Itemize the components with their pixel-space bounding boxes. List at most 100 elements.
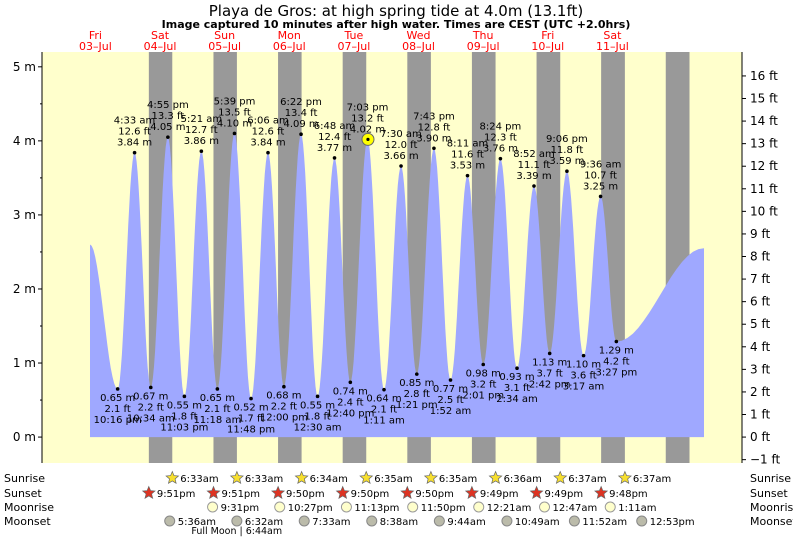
date-label: 04–Jul (144, 40, 177, 53)
sunset-time: 9:51pm (157, 489, 196, 500)
moonset-time: 8:38am (380, 517, 418, 528)
low-tide-height-m: 0.85 m (399, 378, 434, 389)
low-tide-height-m: 0.68 m (266, 391, 301, 402)
low-tide-height-ft: 4.2 ft (603, 357, 629, 368)
date-label: 03–Jul (79, 40, 112, 53)
low-tide-time: 2:01 pm (462, 391, 504, 402)
day-of-week-label: Sat (151, 29, 170, 42)
sunrise-time: 6:33am (180, 474, 218, 485)
chart-subtitle: Image captured 10 minutes after high wat… (162, 18, 631, 31)
sunrise-icon (294, 470, 309, 485)
high-tide-height-ft: 13.5 ft (218, 107, 251, 118)
moonset-icon (636, 515, 648, 527)
low-tide-point (315, 394, 320, 399)
right-axis-tick-label: 10 ft (750, 204, 778, 218)
low-tide-time: 12:00 pm (260, 413, 308, 424)
low-tide-height-m: 0.55 m (300, 400, 335, 411)
full-moon-label: Full Moon | 6:44am (191, 526, 282, 537)
moonset-icon (568, 515, 580, 527)
low-tide-height-ft: 2.4 ft (337, 397, 363, 408)
sunset-time: 9:50pm (351, 489, 390, 500)
moonrise-time: 9:31pm (221, 503, 260, 514)
high-tide-time: 6:06 am (247, 116, 289, 127)
low-tide-time: 1:21 pm (396, 400, 438, 411)
moonrise-time: 12:21am (487, 503, 532, 514)
right-axis-tick-label: 13 ft (750, 137, 778, 151)
sunrise-time: 6:35am (374, 474, 412, 485)
low-tide-point (215, 387, 220, 391)
day-of-week-label: Fri (541, 29, 554, 42)
plot-area (42, 52, 742, 463)
low-tide-time: 10:34 am (127, 413, 175, 424)
right-axis-tick-label: 9 ft (750, 227, 770, 241)
low-tide-point (249, 396, 253, 401)
sunset-row-label-right: Sunset (750, 487, 788, 500)
date-label: 09–Jul (467, 40, 500, 53)
moonrise-time: 11:13pm (354, 503, 399, 514)
low-tide-height-ft: 2.1 ft (371, 405, 397, 416)
low-tide-time: 11:18 am (193, 415, 241, 426)
right-axis-tick-label: 2 ft (750, 385, 770, 399)
high-tide-height-ft: 11.6 ft (451, 150, 484, 161)
low-tide-point (515, 366, 519, 371)
high-tide-time: 4:55 pm (147, 100, 189, 111)
sunrise-icon (359, 470, 374, 485)
high-tide-time: 7:30 am (380, 129, 422, 140)
high-tide-time: 6:48 am (314, 121, 356, 132)
moonset-time: 11:52am (582, 517, 627, 528)
moonset-icon (231, 515, 243, 527)
day-of-week-label: Fri (89, 29, 102, 42)
date-label: 06–Jul (273, 40, 306, 53)
right-axis-tick-label: 16 ft (750, 69, 778, 83)
high-tide-height-ft: 12.7 ft (185, 125, 218, 136)
low-tide-height-m: 0.64 m (366, 394, 401, 405)
sunset-icon (141, 485, 156, 500)
sunrise-time: 6:35am (439, 474, 477, 485)
day-of-week-label: Mon (278, 29, 301, 42)
high-tide-point (299, 132, 303, 136)
sunset-icon (400, 485, 415, 500)
low-tide-time: 10:16 pm (94, 415, 142, 426)
left-axis-tick-label: 5 m (13, 60, 36, 74)
high-tide-height-m: 4.05 m (150, 122, 185, 133)
low-tide-height-ft: 3.6 ft (570, 371, 596, 382)
right-axis-tick-label: 15 ft (750, 92, 778, 106)
low-tide-height-m: 0.67 m (133, 391, 168, 402)
low-tide-height-ft: 2.2 ft (271, 402, 297, 413)
low-tide-time: 3:27 pm (595, 368, 637, 379)
moonset-time: 10:49am (515, 517, 560, 528)
low-tide-height-ft: 2.5 ft (437, 395, 463, 406)
sunset-time: 9:51pm (221, 489, 260, 500)
right-axis-tick-label: 11 ft (750, 182, 778, 196)
low-tide-time: 12:40 pm (326, 408, 374, 419)
sunrise-time: 6:33am (245, 474, 283, 485)
high-tide-height-m: 4.02 m (350, 124, 385, 135)
date-label: 07–Jul (338, 40, 371, 53)
low-tide-height-m: 1.29 m (599, 346, 634, 357)
sunrise-time: 6:37am (633, 474, 671, 485)
sunrise-icon (229, 470, 244, 485)
sunset-icon (529, 485, 544, 500)
low-tide-time: 1:11 am (363, 416, 405, 427)
high-tide-point (166, 135, 170, 139)
high-tide-height-m: 3.39 m (516, 171, 551, 182)
date-label: 08–Jul (402, 40, 435, 53)
low-tide-height-ft: 1.7 ft (238, 414, 264, 425)
high-tide-point (232, 131, 237, 136)
low-tide-point (115, 387, 120, 391)
low-tide-point (547, 351, 552, 356)
high-tide-height-m: 4.09 m (283, 119, 318, 130)
high-tide-height-m: 3.25 m (583, 181, 618, 192)
moonrise-row-label-right: Moonrise (750, 501, 793, 514)
moonrise-icon (539, 501, 551, 513)
high-tide-time: 9:36 am (580, 159, 622, 170)
high-tide-height-m: 4.10 m (217, 118, 252, 129)
low-tide-height-m: 0.65 m (200, 393, 235, 404)
left-axis-tick-label: 2 m (13, 282, 36, 296)
moonset-row-label-left: Moonset (4, 515, 51, 528)
low-tide-height-m: 1.13 m (532, 357, 567, 368)
right-axis-tick-label: 12 ft (750, 159, 778, 173)
right-axis-tick-label: 5 ft (750, 317, 770, 331)
